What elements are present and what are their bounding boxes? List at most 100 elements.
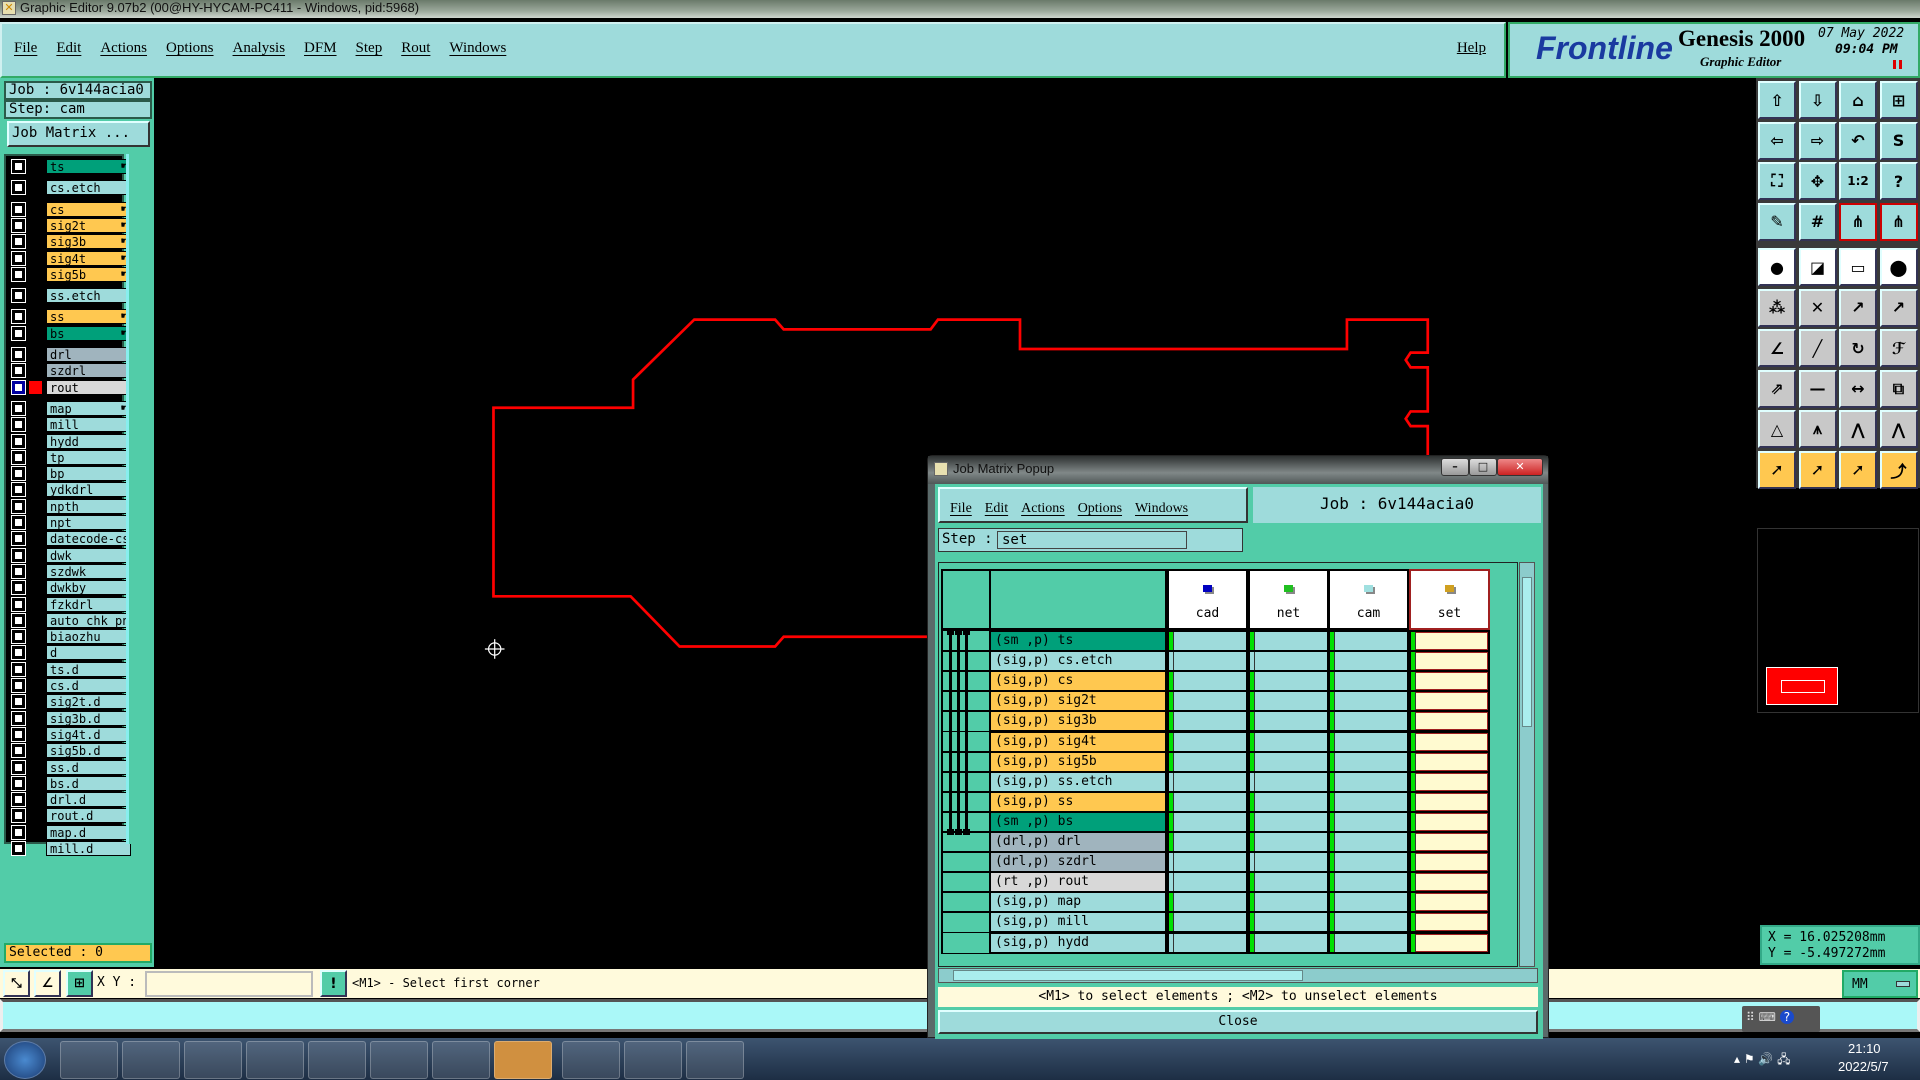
pause-icon[interactable] [1893, 60, 1902, 69]
layer-row[interactable]: ss.d [9, 759, 131, 775]
layer-checkbox[interactable] [11, 498, 26, 514]
layer-checkbox[interactable] [11, 433, 26, 449]
minimize-button[interactable]: – [1441, 458, 1469, 476]
tray-icons[interactable]: ▴ ⚑ 🔊 🖧 [1734, 1052, 1791, 1066]
matrix-row-label[interactable]: (sig,p) sig4t [989, 730, 1167, 753]
zoom-fit-icon[interactable]: ⛶ [1758, 162, 1796, 200]
layer-row[interactable]: cs ☛ [9, 201, 131, 217]
matrix-row-label[interactable]: (drl,p) drl [989, 831, 1167, 854]
triangle-icon[interactable]: △ [1758, 410, 1796, 448]
clock-date[interactable]: 2022/5/7 [1838, 1059, 1889, 1074]
matrix-cell[interactable] [1248, 710, 1329, 733]
layer-name[interactable]: ts ☛ [46, 159, 131, 174]
layer-checkbox[interactable] [11, 645, 26, 661]
layer-checkbox[interactable] [11, 449, 26, 465]
layer-checkbox[interactable] [11, 710, 26, 726]
menu-options[interactable]: Options [166, 40, 214, 56]
matrix-row-label[interactable]: (sig,p) cs [989, 670, 1167, 693]
layer-checkbox[interactable] [11, 363, 26, 379]
s-curve-icon[interactable]: S [1879, 121, 1918, 160]
matrix-cell[interactable] [1248, 630, 1329, 653]
menu-actions[interactable]: Actions [100, 40, 148, 56]
layer-name[interactable]: rout.d [46, 808, 131, 824]
layer-name[interactable]: sig2t.d [46, 694, 131, 710]
layer-name[interactable]: sig4t.d [46, 726, 131, 742]
angle-snap-icon[interactable]: ∠ [34, 970, 61, 997]
layer-row[interactable]: rout.d [9, 808, 131, 824]
start-button[interactable] [4, 1041, 46, 1079]
layer-row[interactable]: dwkby [9, 580, 131, 596]
layer-checkbox[interactable] [11, 217, 26, 233]
layer-checkbox[interactable] [11, 580, 26, 596]
layer-checkbox[interactable] [11, 482, 26, 498]
layer-checkbox[interactable] [11, 266, 26, 282]
layer-checkbox[interactable] [11, 379, 26, 395]
scale-shape-icon[interactable]: ◪ [1798, 248, 1837, 286]
layer-row[interactable]: sig2t ☛ [9, 217, 131, 233]
layer-checkbox[interactable] [11, 234, 26, 250]
p-app[interactable] [308, 1041, 366, 1079]
home-icon[interactable]: ⌂ [1839, 81, 1877, 119]
layer-row[interactable]: npt [9, 515, 131, 530]
matrix-cell[interactable] [1167, 710, 1248, 733]
layer-row[interactable]: sig3b.d [9, 710, 131, 726]
alert-icon[interactable]: ! [320, 970, 347, 997]
matrix-cell[interactable] [1167, 750, 1248, 773]
layer-row[interactable]: cs.etch [9, 180, 131, 196]
layer-row[interactable]: szdrl [9, 363, 131, 379]
overview-thumbnail[interactable] [1766, 667, 1838, 705]
connect-points-icon[interactable]: ⁂ [1758, 288, 1796, 327]
layer-row[interactable]: sig3b ☛ [9, 234, 131, 250]
layer-name[interactable]: cs.etch [46, 180, 131, 196]
layer-checkbox[interactable] [11, 743, 26, 759]
step-header-cad[interactable]: cad [1167, 569, 1248, 630]
move-point-alt-icon[interactable]: ↗ [1879, 288, 1918, 327]
matrix-cell[interactable] [1167, 831, 1248, 854]
matrix-cell[interactable] [1248, 810, 1329, 833]
matrix-cell[interactable] [1248, 891, 1329, 914]
layer-row[interactable]: bs ☛ [9, 325, 131, 341]
matrix-cell[interactable] [1328, 670, 1409, 693]
matrix-cell[interactable] [1409, 911, 1490, 934]
layer-name[interactable]: fzkdrl [46, 596, 131, 612]
layer-name[interactable]: rout [46, 379, 131, 395]
step-input[interactable]: set [997, 531, 1187, 549]
matrix-cell[interactable] [1167, 630, 1248, 653]
layer-name[interactable]: hydd [46, 433, 131, 449]
matrix-cell[interactable] [1328, 650, 1409, 673]
layer-row[interactable]: sig4t.d [9, 726, 131, 742]
layer-row[interactable]: drl.d [9, 792, 131, 808]
matrix-cell[interactable] [1409, 810, 1490, 833]
move-point-icon[interactable]: ↗ [1839, 288, 1877, 327]
layer-name[interactable]: d [46, 645, 131, 661]
layer-list-scrollbar[interactable] [126, 154, 152, 844]
shapes-icon[interactable]: ⧉ [1879, 369, 1918, 408]
matrix-cell[interactable] [1328, 730, 1409, 753]
menu-analysis[interactable]: Analysis [232, 40, 286, 56]
layer-row[interactable]: drl [9, 347, 131, 362]
layer-name[interactable]: biaozhu [46, 629, 131, 645]
matrix-cell[interactable] [1409, 710, 1490, 733]
layer-checkbox[interactable] [11, 596, 26, 612]
affected-hand-icon[interactable]: ☛ [120, 402, 127, 414]
pad-select-icon[interactable]: ⬤ [1879, 248, 1918, 286]
layer-checkbox[interactable] [11, 841, 26, 856]
move-right-icon[interactable]: ⇨ [1798, 121, 1837, 160]
menu-windows[interactable]: Windows [449, 40, 507, 56]
snap-net-icon[interactable]: ⋔ [1839, 202, 1877, 241]
layer-checkbox[interactable] [11, 515, 26, 530]
step-header-cam[interactable]: cam [1328, 569, 1409, 630]
layer-name[interactable]: szdwk [46, 563, 131, 579]
matrix-cell[interactable] [1167, 730, 1248, 753]
matrix-cell[interactable] [1409, 770, 1490, 793]
step-header-net[interactable]: net [1248, 569, 1329, 630]
matrix-cell[interactable] [1167, 891, 1248, 914]
matrix-cell[interactable] [1409, 630, 1490, 653]
delete-point-icon[interactable]: ✕ [1798, 288, 1837, 327]
ruler-icon[interactable]: ▭ [1839, 248, 1877, 286]
matrix-cell[interactable] [1409, 750, 1490, 773]
layer-checkbox[interactable] [11, 417, 26, 433]
close-window-button[interactable]: ✕ [1497, 458, 1543, 476]
save-app[interactable] [246, 1041, 304, 1079]
layer-row[interactable]: sig4t ☛ [9, 250, 131, 266]
